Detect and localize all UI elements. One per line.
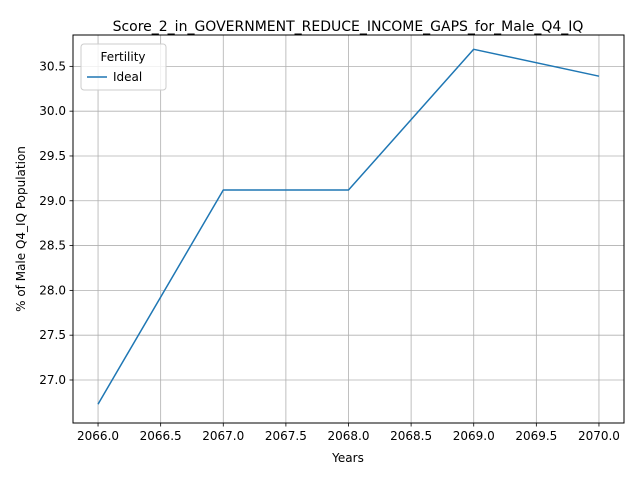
y-tick-label: 28.0 [39,283,66,297]
x-tick-label: 2067.5 [265,429,307,443]
x-tick-label: 2067.0 [202,429,244,443]
x-tick-label: 2068.5 [390,429,432,443]
x-tick-label: 2068.0 [328,429,370,443]
x-tick-label: 2070.0 [578,429,620,443]
y-tick-label: 30.0 [39,104,66,118]
y-tick-label: 30.5 [39,59,66,73]
legend-label: Ideal [113,70,142,84]
y-tick-label: 27.5 [39,328,66,342]
x-tick-label: 2069.5 [515,429,557,443]
y-axis-title: % of Male Q4_IQ Population [14,146,28,312]
y-tick-label: 29.0 [39,194,66,208]
grid [73,35,624,423]
series-layer [97,48,600,405]
x-axis-title: Years [331,451,364,465]
ticks: 2066.0 2066.5 2067.0 2067.5 2068.0 2068.5 2069… [39,59,620,443]
y-tick-label: 27.0 [39,373,66,387]
y-tick-label: 28.5 [39,239,66,253]
series-line-ideal [97,48,600,405]
legend: Fertility Ideal [80,43,167,91]
chart-title: Score_2_in_GOVERNMENT_REDUCE_INCOME_GAPS… [113,19,584,35]
x-tick-label: 2069.0 [453,429,495,443]
legend-title: Fertility [100,50,145,64]
legend-box [80,43,167,91]
y-tick-label: 29.5 [39,149,66,163]
x-tick-label: 2066.0 [77,429,119,443]
x-tick-label: 2066.5 [140,429,182,443]
